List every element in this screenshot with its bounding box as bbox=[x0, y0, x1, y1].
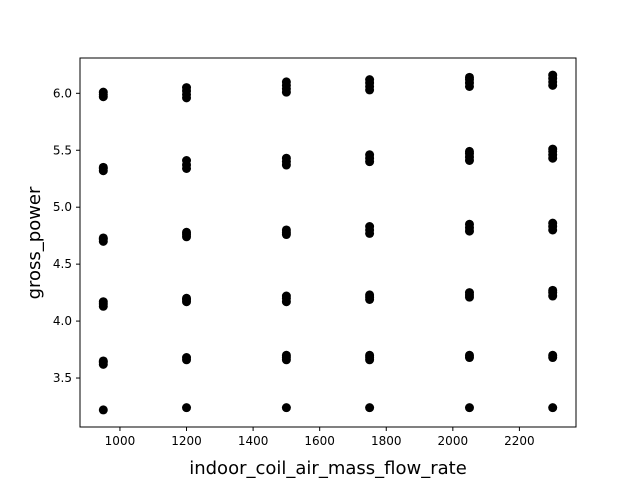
y-tick-label: 6.0 bbox=[53, 86, 72, 100]
data-point bbox=[182, 403, 192, 413]
data-point bbox=[281, 77, 291, 87]
data-point bbox=[365, 150, 375, 160]
x-tick-label: 2000 bbox=[438, 434, 469, 448]
y-tick-label: 5.0 bbox=[53, 200, 72, 214]
data-point bbox=[281, 350, 291, 360]
data-point bbox=[98, 297, 108, 307]
data-point bbox=[548, 285, 558, 295]
data-point bbox=[365, 75, 375, 85]
data-point bbox=[182, 156, 192, 165]
y-axis-label: gross_power bbox=[24, 186, 45, 299]
data-point bbox=[365, 403, 375, 413]
plot-area-frame bbox=[79, 57, 577, 428]
y-tick-label: 3.5 bbox=[53, 371, 72, 385]
data-point bbox=[281, 225, 291, 235]
x-tick-label: 1200 bbox=[171, 434, 202, 448]
data-point bbox=[281, 153, 291, 163]
y-tick-label: 5.5 bbox=[53, 143, 72, 157]
data-points bbox=[98, 70, 558, 415]
data-point bbox=[182, 227, 192, 237]
data-point bbox=[464, 72, 474, 82]
data-point bbox=[98, 405, 108, 415]
data-point bbox=[464, 288, 474, 298]
data-point bbox=[281, 403, 291, 413]
data-point bbox=[548, 350, 558, 360]
data-point bbox=[182, 293, 192, 303]
data-point bbox=[98, 356, 108, 366]
x-tick-label: 1600 bbox=[304, 434, 335, 448]
data-point bbox=[464, 403, 474, 413]
x-tick-label: 1400 bbox=[238, 434, 269, 448]
data-point bbox=[464, 146, 474, 156]
data-point bbox=[182, 83, 192, 93]
data-point bbox=[548, 70, 558, 80]
data-point bbox=[98, 87, 108, 97]
x-tick-label: 2200 bbox=[504, 434, 535, 448]
data-point bbox=[548, 144, 558, 154]
data-point bbox=[98, 233, 108, 243]
data-point bbox=[548, 403, 558, 413]
data-point bbox=[98, 162, 108, 172]
x-axis-ticks: 1000 1200 1400 1600 1800 2000 2200 bbox=[105, 427, 535, 448]
data-point bbox=[182, 353, 192, 363]
data-point bbox=[548, 218, 558, 228]
data-point bbox=[365, 290, 375, 300]
x-tick-label: 1000 bbox=[105, 434, 136, 448]
data-point bbox=[464, 219, 474, 229]
x-tick-label: 1800 bbox=[371, 434, 402, 448]
data-point bbox=[365, 222, 375, 232]
y-tick-label: 4.0 bbox=[53, 314, 72, 328]
x-axis-label: indoor_coil_air_mass_flow_rate bbox=[189, 458, 467, 479]
data-point bbox=[464, 350, 474, 360]
y-axis-ticks: 3.5 4.0 4.5 5.0 5.5 6.0 bbox=[53, 86, 80, 385]
data-point bbox=[281, 291, 291, 301]
data-point bbox=[365, 350, 375, 360]
y-tick-label: 4.5 bbox=[53, 257, 72, 271]
